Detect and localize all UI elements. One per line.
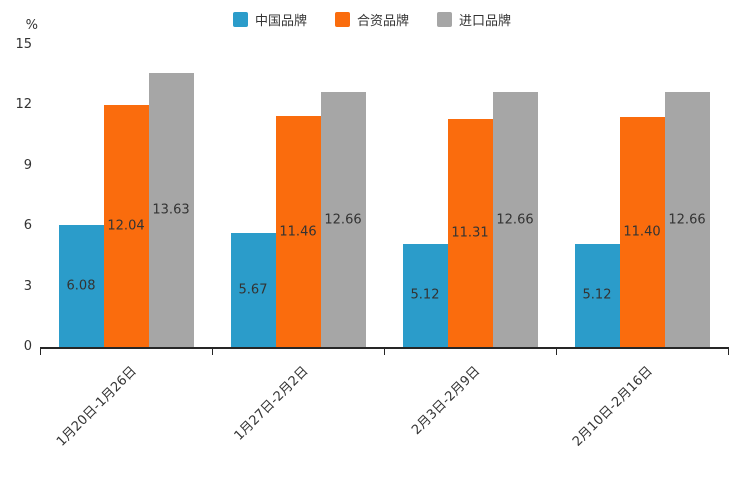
- bar-series-1: 5.12: [402, 243, 448, 347]
- x-category-label: 2月10日-2月16日: [569, 363, 656, 450]
- legend-swatch-icon: [232, 12, 248, 27]
- category-group: 5.12 11.31 12.66: [384, 45, 556, 347]
- legend-label: 合资品牌: [356, 14, 409, 29]
- bar-value-label: 6.08: [66, 278, 96, 294]
- x-axis-tick: [40, 347, 41, 355]
- plot-area: 6.08 12.04 13.63 5.67 11.46 12.66 5.12 11.31 12.…: [40, 45, 729, 355]
- bar-value-label: 12.04: [107, 218, 145, 234]
- legend-swatch-icon: [437, 12, 452, 27]
- y-tick-label: 9: [23, 157, 32, 173]
- bar-value-label: 11.46: [279, 224, 317, 240]
- legend-item-1[interactable]: 中国品牌: [232, 10, 307, 29]
- legend-swatch-icon: [334, 12, 350, 27]
- bar-series-3: 12.66: [320, 92, 366, 347]
- y-tick-label: 12: [15, 97, 32, 113]
- y-tick-label: 3: [23, 278, 32, 294]
- legend-item-2[interactable]: 合资品牌: [334, 10, 409, 29]
- x-category-label: 1月20日-1月26日: [53, 363, 140, 450]
- legend-label: 进口品牌: [459, 14, 512, 29]
- bar-value-label: 12.66: [324, 212, 362, 228]
- bar-value-label: 12.66: [668, 212, 706, 228]
- category-group: 5.67 11.46 12.66: [212, 45, 384, 347]
- bar-series-2: 11.31: [447, 119, 493, 347]
- bar-value-label: 11.40: [623, 224, 661, 240]
- bar-value-label: 5.67: [238, 282, 268, 298]
- category-group: 6.08 12.04 13.63: [40, 45, 212, 347]
- bar-value-label: 11.31: [451, 225, 489, 241]
- bar-series-3: 12.66: [492, 92, 538, 347]
- x-axis-tick: [212, 347, 213, 355]
- bar-series-1: 5.67: [230, 232, 276, 347]
- bar-series-3: 13.63: [148, 72, 194, 347]
- legend-item-3[interactable]: 进口品牌: [437, 10, 511, 29]
- legend: 中国品牌 合资品牌 进口品牌: [0, 10, 744, 29]
- x-axis-tick: [556, 347, 557, 355]
- x-axis-tick: [384, 347, 385, 355]
- x-axis-tick: [728, 347, 729, 355]
- bar-series-1: 6.08: [58, 224, 104, 347]
- legend-label: 中国品牌: [254, 14, 307, 29]
- bar-value-label: 5.12: [582, 287, 612, 303]
- x-axis-labels: 1月20日-1月26日 1月27日-2月2日 2月3日-2月9日 2月10日-2月16…: [40, 349, 728, 494]
- y-tick-label: 6: [23, 218, 32, 234]
- y-axis-unit-label: %: [25, 18, 38, 33]
- bar-series-2: 11.46: [275, 116, 321, 347]
- x-category-label: 2月3日-2月9日: [409, 363, 484, 438]
- category-group: 5.12 11.40 12.66: [556, 45, 728, 347]
- bar-series-2: 12.04: [103, 104, 149, 347]
- bar-series-3: 12.66: [664, 92, 710, 347]
- y-tick-label: 15: [15, 37, 32, 52]
- y-tick-label: 0: [23, 339, 32, 354]
- bar-series-1: 5.12: [574, 243, 620, 347]
- bar-value-label: 13.63: [152, 202, 190, 218]
- bar-value-label: 12.66: [496, 212, 534, 228]
- x-category-label: 1月27日-2月2日: [231, 363, 312, 444]
- bar-series-2: 11.40: [619, 117, 665, 347]
- bar-value-label: 5.12: [410, 287, 440, 303]
